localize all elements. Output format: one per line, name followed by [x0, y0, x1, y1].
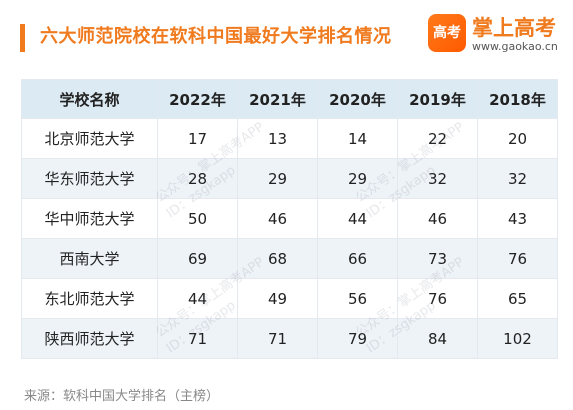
table-row: 华东师范大学 28 29 29 32 32: [21, 158, 558, 199]
table-row: 北京师范大学 17 13 14 22 20: [21, 118, 558, 159]
cell-school: 陕西师范大学: [21, 318, 158, 359]
cell-value: 29: [237, 158, 318, 199]
cell-school: 西南大学: [21, 238, 158, 279]
cell-value: 46: [397, 198, 478, 239]
cell-value: 29: [317, 158, 398, 199]
cell-value: 79: [317, 318, 398, 359]
cell-value: 66: [317, 238, 398, 279]
cell-value: 32: [397, 158, 478, 199]
table-row: 陕西师范大学 71 71 79 84 102: [21, 318, 558, 359]
ranking-table: 学校名称 2022年 2021年 2020年 2019年 2018年 北京师范大…: [21, 79, 558, 359]
column-header-2018: 2018年: [477, 79, 558, 119]
cell-value: 68: [237, 238, 318, 279]
table-row: 西南大学 69 68 66 73 76: [21, 238, 558, 279]
cell-school: 北京师范大学: [21, 118, 158, 159]
cell-value: 32: [477, 158, 558, 199]
column-header-2020: 2020年: [317, 79, 398, 119]
column-header-2021: 2021年: [237, 79, 318, 119]
cell-value: 49: [237, 278, 318, 319]
cell-value: 76: [397, 278, 478, 319]
cell-value: 13: [237, 118, 318, 159]
cell-value: 44: [157, 278, 238, 319]
cell-school: 东北师范大学: [21, 278, 158, 319]
cell-value: 44: [317, 198, 398, 239]
column-header-2019: 2019年: [397, 79, 478, 119]
cell-value: 102: [477, 318, 558, 359]
cell-value: 69: [157, 238, 238, 279]
cell-value: 76: [477, 238, 558, 279]
ranking-table-container: 学校名称 2022年 2021年 2020年 2019年 2018年 北京师范大…: [21, 79, 558, 359]
cell-value: 22: [397, 118, 478, 159]
cell-value: 56: [317, 278, 398, 319]
cell-value: 50: [157, 198, 238, 239]
logo: 高考 掌上高考 www.gaokao.cn: [428, 10, 560, 60]
column-header-school: 学校名称: [21, 79, 158, 119]
logo-url: www.gaokao.cn: [472, 40, 558, 53]
cell-value: 84: [397, 318, 478, 359]
logo-name: 掌上高考: [472, 16, 556, 40]
cell-value: 71: [237, 318, 318, 359]
cell-value: 28: [157, 158, 238, 199]
table-row: 华中师范大学 50 46 44 46 43: [21, 198, 558, 239]
cell-value: 46: [237, 198, 318, 239]
source-note: 来源：软科中国大学排名（主榜）: [24, 389, 220, 404]
cell-value: 73: [397, 238, 478, 279]
cell-value: 17: [157, 118, 238, 159]
logo-badge: 高考: [428, 14, 466, 52]
table-header-row: 学校名称 2022年 2021年 2020年 2019年 2018年: [21, 79, 558, 119]
page-title: 六大师范院校在软科中国最好大学排名情况: [40, 26, 392, 47]
cell-value: 20: [477, 118, 558, 159]
title-accent-bar: [20, 24, 25, 52]
cell-school: 华东师范大学: [21, 158, 158, 199]
cell-value: 71: [157, 318, 238, 359]
cell-value: 14: [317, 118, 398, 159]
table-row: 东北师范大学 44 49 56 76 65: [21, 278, 558, 319]
cell-value: 65: [477, 278, 558, 319]
cell-value: 43: [477, 198, 558, 239]
cell-school: 华中师范大学: [21, 198, 158, 239]
column-header-2022: 2022年: [157, 79, 238, 119]
